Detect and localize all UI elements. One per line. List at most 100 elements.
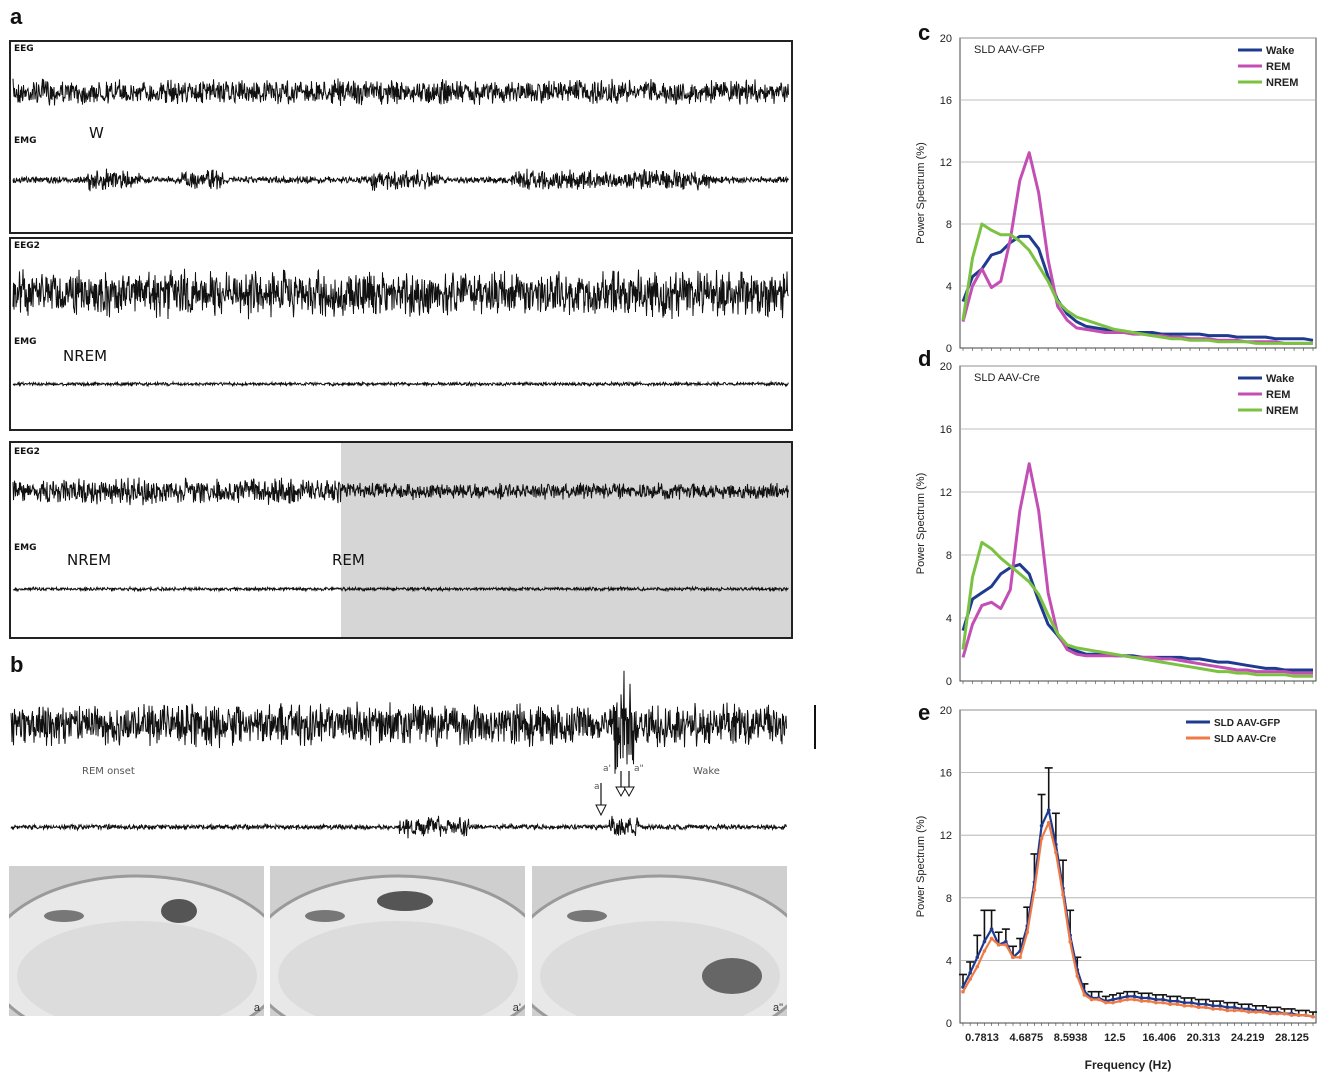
y-axis-label: Power Spectrum (%) [915, 473, 927, 574]
data-point [989, 927, 994, 931]
legend-label: Wake [1266, 45, 1294, 57]
y-tick-label: 0 [946, 1018, 952, 1030]
data-point [975, 964, 980, 969]
eeg-trace [12, 268, 789, 320]
chart-annotation: SLD AAV-Cre [974, 372, 1040, 384]
panel-d-letter: d [918, 346, 932, 371]
panel-a-box-nrem-rem: EEG2 EMG NREM REM [9, 441, 793, 639]
data-point [1089, 997, 1094, 1002]
y-tick-label: 16 [940, 768, 952, 780]
eeg-label: EEG2 [14, 241, 40, 251]
data-point [1289, 1013, 1294, 1017]
y-tick-label: 4 [946, 955, 952, 967]
spectrum-chart-d: 0 4 8 12 16 20 Power Spectrum (%) SLD AAV-Cre Wa… [915, 361, 1317, 688]
data-point [1196, 1005, 1201, 1010]
panel-c-letter: c [918, 20, 931, 45]
data-point [1111, 1000, 1115, 1005]
video-frame-a: a [9, 866, 264, 1016]
y-tick-label: 8 [946, 893, 952, 905]
data-point [1189, 1003, 1194, 1008]
chart-annotation: SLD AAV-GFP [974, 44, 1045, 56]
eeg-trace [12, 78, 789, 106]
data-point [1125, 994, 1130, 999]
photo-label: a" [772, 1002, 783, 1014]
data-point [1046, 820, 1051, 825]
data-point [1111, 997, 1115, 1002]
data-point [1025, 930, 1030, 935]
y-tick-label: 12 [940, 487, 952, 499]
x-tick-label: 20.313 [1187, 1032, 1221, 1044]
y-tick-label: 8 [946, 550, 952, 562]
state-label-nrem: NREM [67, 551, 112, 569]
x-tick-label: 16.406 [1142, 1032, 1176, 1044]
data-point [1039, 836, 1044, 841]
data-point [1311, 1014, 1315, 1019]
data-point [1211, 1003, 1215, 1008]
y-tick-label: 16 [940, 95, 952, 107]
eeg-label: EEG [14, 44, 34, 54]
data-point [1261, 1010, 1265, 1014]
panel-e-letter: e [918, 700, 931, 725]
data-point [982, 939, 987, 944]
data-point [1118, 996, 1122, 1000]
data-point [1275, 1011, 1280, 1016]
data-point [1182, 1000, 1187, 1005]
cage-drawing [9, 874, 264, 1016]
panel-b-traces [10, 670, 816, 839]
data-point [961, 989, 965, 994]
data-point [996, 942, 1001, 947]
plot-frame [959, 365, 1317, 682]
rem-onset-label: REM onset [82, 766, 135, 777]
data-point [1189, 1000, 1194, 1005]
data-point [1132, 994, 1137, 999]
y-tick-label: 16 [940, 424, 952, 436]
emg-trace [12, 380, 789, 388]
data-point [1032, 888, 1037, 892]
data-point [1225, 1008, 1230, 1013]
emg-trace [12, 585, 789, 593]
eeg-trace [12, 477, 789, 506]
state-label-nrem: NREM [63, 347, 108, 365]
emg-trace [10, 815, 787, 839]
data-point [1168, 999, 1172, 1003]
x-tick-label: 8.5938 [1054, 1032, 1088, 1044]
y-tick-label: 4 [946, 613, 952, 625]
data-point [1082, 993, 1087, 997]
data-point [1011, 955, 1015, 960]
data-point [1196, 1002, 1201, 1007]
data-point [1254, 1010, 1258, 1014]
panel-b-letter: b [10, 652, 24, 677]
data-point [1004, 939, 1008, 944]
data-point [1218, 1007, 1222, 1011]
x-tick-label: 28.125 [1275, 1032, 1309, 1044]
data-point [1161, 997, 1165, 1002]
data-point [975, 955, 980, 960]
data-point [1232, 1005, 1237, 1010]
data-point [1225, 1005, 1230, 1010]
trace-svg [12, 78, 789, 192]
legend-label: NREM [1266, 405, 1298, 417]
data-point [1146, 996, 1151, 1000]
data-point [1282, 1011, 1287, 1016]
trace-svg [12, 477, 789, 593]
y-tick-label: 12 [940, 157, 952, 169]
video-frame-a-dprime: a" [532, 866, 787, 1016]
data-point [1104, 1000, 1108, 1005]
y-tick-label: 20 [940, 705, 952, 717]
data-point [1296, 1013, 1301, 1017]
cage-drawing [270, 874, 525, 1016]
legend-label: NREM [1266, 77, 1298, 89]
eeg-label: EEG2 [14, 447, 40, 457]
trace-svg [12, 268, 789, 388]
data-point [1118, 999, 1122, 1003]
data-point [1154, 1000, 1158, 1005]
x-axis-label: Frequency (Hz) [1085, 1058, 1172, 1072]
x-tick-label: 0.7813 [965, 1032, 999, 1044]
data-point [1204, 1002, 1208, 1007]
photo-label: a' [512, 1002, 521, 1014]
x-tick-label: 24.219 [1231, 1032, 1265, 1044]
data-point [968, 971, 972, 975]
legend-label: REM [1266, 389, 1290, 401]
data-point [1175, 1002, 1180, 1007]
emg-label: EMG [14, 337, 37, 347]
